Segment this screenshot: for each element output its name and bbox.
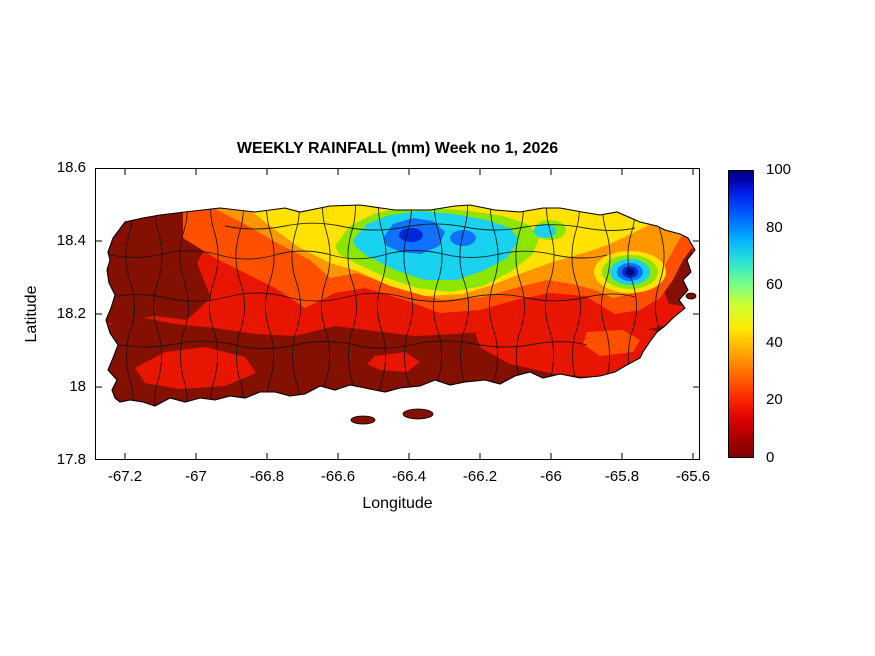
rainfall-map-svg: [95, 168, 700, 460]
chart-title: WEEKLY RAINFALL (mm) Week no 1, 2026: [236, 140, 559, 157]
x-tick-label: -66.2: [462, 468, 498, 485]
x-tick-marks: [124, 169, 694, 459]
y-tick-label: 18.6: [56, 159, 86, 176]
x-tick-label: -65.6: [675, 468, 711, 485]
x-tick-label: -67: [185, 468, 207, 485]
y-tick-label: 18.4: [56, 232, 86, 249]
colorbar: [728, 170, 754, 458]
x-tick-label: -67.2: [107, 468, 143, 485]
y-tick-marks: [96, 240, 699, 388]
plot-area: [95, 168, 700, 460]
rainfall-contours: [106, 205, 695, 406]
contour-band-navy-100mm: [625, 268, 635, 276]
colorbar-tick-label: 80: [766, 219, 783, 236]
y-tick-label: 18.2: [56, 305, 86, 322]
axes-frame: [95, 168, 700, 460]
colorbar-tick-label: 100: [766, 161, 792, 178]
colorbar-tick-label: 40: [766, 334, 783, 351]
x-tick-label: -65.8: [604, 468, 640, 485]
x-tick-label: -66: [540, 468, 562, 485]
colorbar-tick-label: 0: [766, 449, 775, 466]
offshore-islets: [350, 292, 697, 425]
y-tick-label: 17.8: [56, 451, 86, 468]
colorbar-tick-label: 60: [766, 276, 783, 293]
x-tick-label: -66.6: [320, 468, 356, 485]
contour-band-blue-80mm: [383, 218, 643, 281]
x-tick-label: -66.8: [249, 468, 285, 485]
y-tick-label: 18: [69, 378, 86, 395]
x-axis-label: Longitude: [362, 495, 433, 512]
x-tick-label: -66.4: [391, 468, 427, 485]
colorbar-tick-label: 20: [766, 391, 783, 408]
